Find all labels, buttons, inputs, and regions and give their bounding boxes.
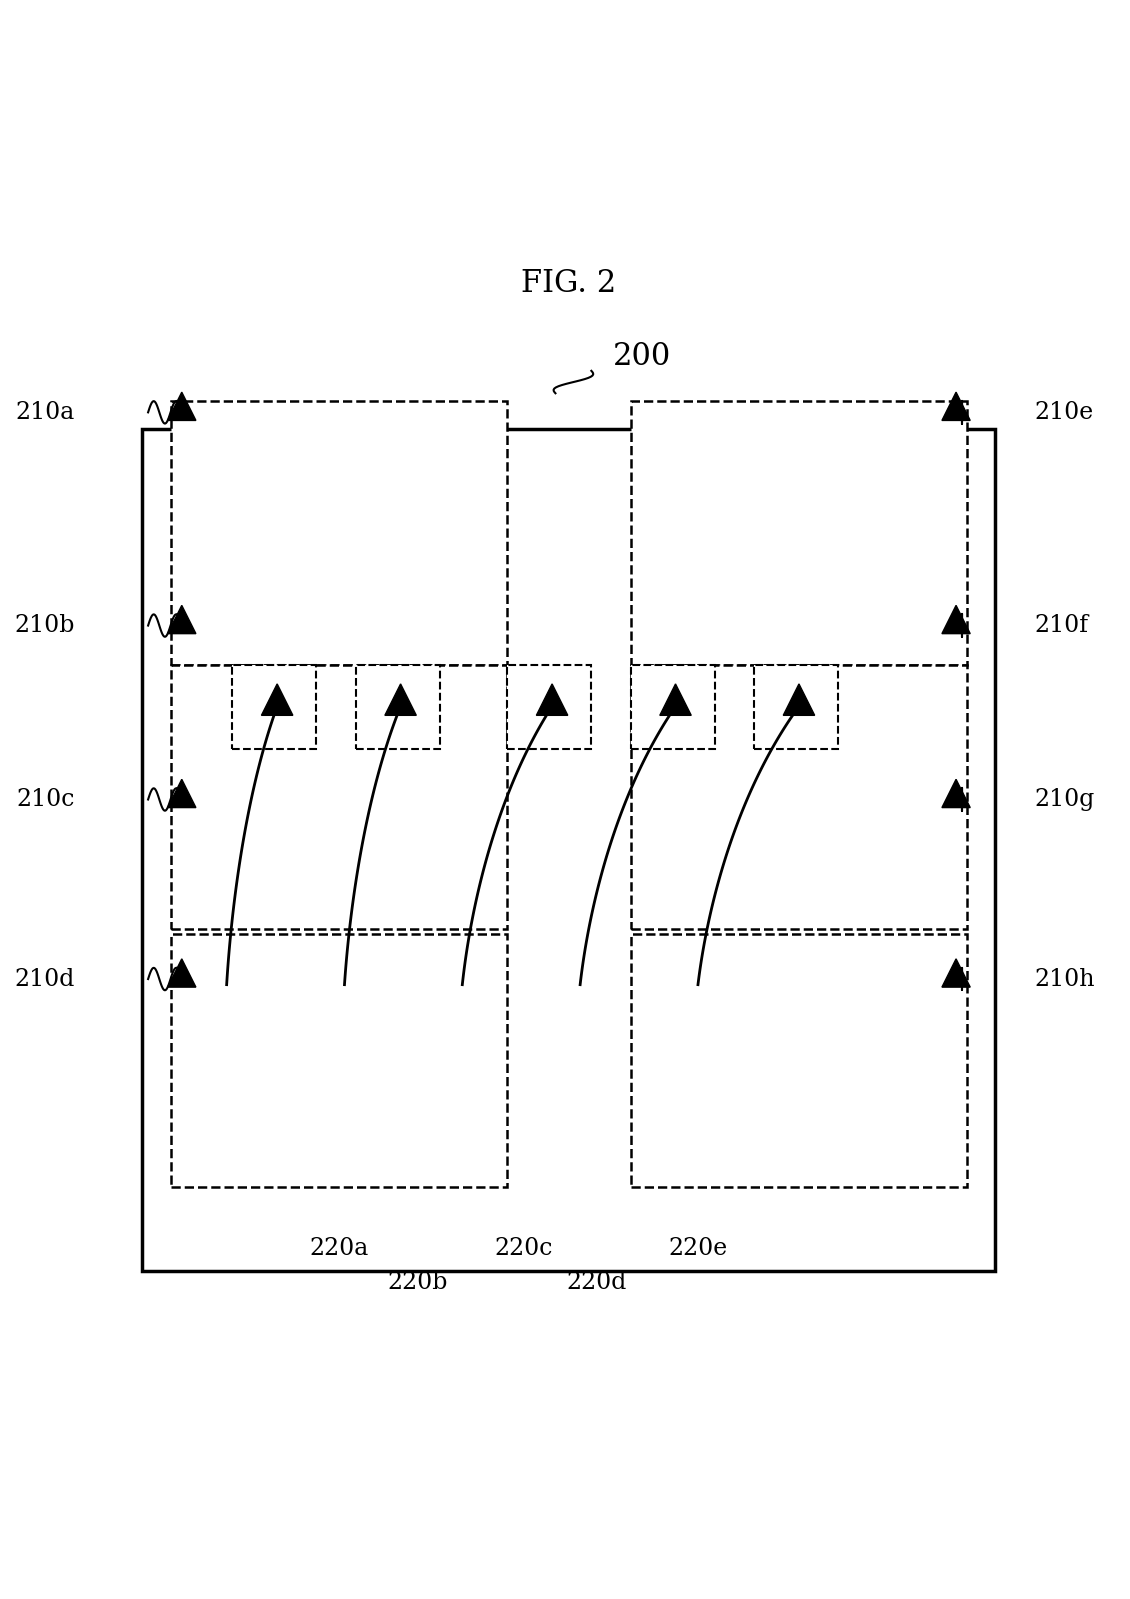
Polygon shape [167, 779, 195, 807]
Text: 220d: 220d [567, 1271, 627, 1294]
Bar [631, 665, 715, 748]
Bar [171, 401, 507, 665]
Bar [233, 665, 316, 748]
Bar [171, 934, 507, 1186]
Text: 210f: 210f [1035, 614, 1088, 636]
Text: 210a: 210a [16, 401, 76, 424]
Text: 210d: 210d [15, 967, 76, 990]
Text: 210g: 210g [1035, 788, 1095, 811]
Text: 200: 200 [612, 341, 671, 371]
Bar [631, 401, 967, 665]
Polygon shape [261, 684, 293, 715]
Text: 220b: 220b [388, 1271, 447, 1294]
Text: FIG. 2: FIG. 2 [521, 267, 617, 299]
Bar [631, 665, 967, 929]
Bar [356, 665, 440, 748]
Polygon shape [783, 684, 815, 715]
Polygon shape [537, 684, 567, 715]
Text: 220e: 220e [668, 1238, 728, 1260]
Polygon shape [167, 959, 195, 987]
Bar [631, 934, 967, 1186]
Text: 210h: 210h [1035, 967, 1095, 990]
Bar [142, 429, 996, 1271]
Bar [507, 665, 591, 748]
Bar [171, 665, 507, 929]
Bar [754, 665, 838, 748]
Text: 210c: 210c [17, 788, 76, 811]
Polygon shape [942, 959, 971, 987]
Polygon shape [385, 684, 416, 715]
Polygon shape [942, 606, 971, 633]
Text: 220a: 220a [310, 1238, 368, 1260]
Polygon shape [660, 684, 692, 715]
Text: 220c: 220c [495, 1238, 554, 1260]
Polygon shape [942, 392, 971, 421]
Polygon shape [167, 392, 195, 421]
Polygon shape [942, 779, 971, 807]
Text: 210e: 210e [1035, 401, 1094, 424]
Polygon shape [167, 606, 195, 633]
Text: 210b: 210b [15, 614, 76, 636]
